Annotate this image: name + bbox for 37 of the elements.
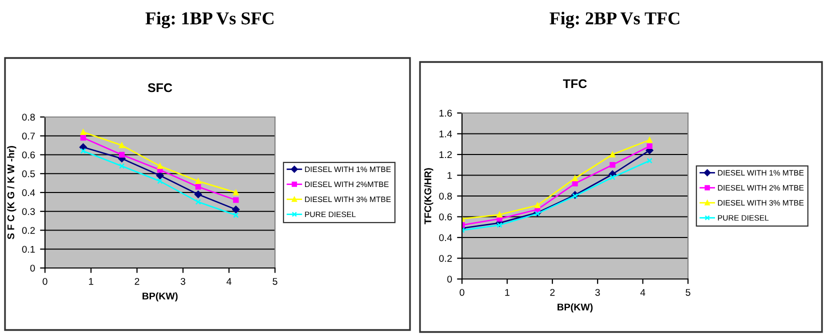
text: Fig: 1BP Vs SFC: [146, 12, 274, 28]
x-tick-label: 5: [686, 289, 690, 296]
x-tick-label: 5: [272, 278, 278, 285]
y-tick-label: 0.2: [439, 254, 452, 262]
x-tick-label: 2: [550, 288, 555, 296]
x-tick-label: 0: [460, 288, 464, 296]
y-tick-label: 0.7: [22, 132, 35, 140]
y-tick-label: 1: [448, 172, 452, 179]
y-tick-label: 0.8: [439, 192, 452, 200]
x-tick-label: 1: [505, 289, 510, 296]
y-tick-label: 1.4: [440, 130, 452, 138]
y-tick-label: 0.6: [439, 213, 452, 220]
x-tick-label: 4: [226, 278, 232, 285]
y-tick-label: 0.4: [22, 189, 35, 196]
y-tick-label: 0.8: [22, 114, 35, 121]
y-tick-label: 0: [30, 264, 35, 272]
y-tick-label: 0.2: [22, 226, 35, 234]
y-axis-title: TFC(KG/HR): [424, 168, 434, 224]
chart-title: SFC: [148, 83, 172, 92]
y-tick-label: 0.3: [22, 208, 35, 215]
x-tick-label: 2: [134, 278, 140, 285]
y-tick-label: 0.4: [439, 234, 452, 242]
y-tick-label: 1.6: [440, 110, 452, 117]
x-tick-label: 4: [640, 289, 646, 296]
x-tick-label: 3: [180, 278, 186, 285]
y-tick-label: 0.6: [22, 151, 35, 158]
text: Fig: 2BP Vs TFC: [550, 12, 680, 28]
x-tick-label: 0: [42, 278, 48, 285]
y-axis-title: S F C (K G / K W -hr): [7, 146, 16, 240]
chart-title: TFC: [562, 79, 587, 88]
y-tick-label: 0.5: [22, 170, 35, 178]
x-tick-label: 3: [595, 288, 600, 296]
x-tick-label: 1: [89, 278, 94, 285]
x-axis-title: BP(KW): [558, 303, 593, 312]
y-tick-label: 0.1: [22, 246, 35, 253]
y-tick-label: 1.2: [440, 151, 452, 158]
x-axis-title: BP(KW): [142, 292, 178, 302]
